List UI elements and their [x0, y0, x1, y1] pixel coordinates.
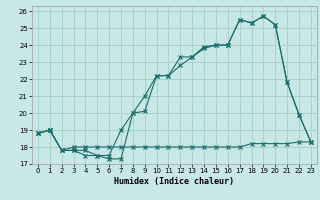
X-axis label: Humidex (Indice chaleur): Humidex (Indice chaleur): [115, 177, 234, 186]
